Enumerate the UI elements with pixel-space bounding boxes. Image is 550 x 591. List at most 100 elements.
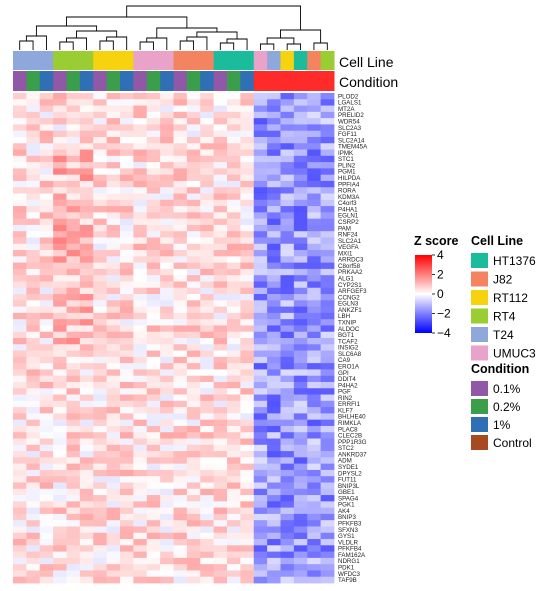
heatmap-cell	[200, 237, 215, 245]
heatmap-cell	[320, 551, 335, 559]
heatmap-cell	[200, 136, 215, 144]
heatmap-cell	[120, 199, 134, 207]
heatmap-cell	[200, 155, 215, 163]
heatmap-cell	[120, 143, 134, 150]
heatmap-cell	[79, 413, 94, 421]
heatmap-cell	[200, 218, 215, 226]
heatmap-cell	[120, 539, 134, 546]
heatmap-cell	[280, 432, 295, 439]
heatmap-cell	[253, 432, 268, 439]
heatmap-cell	[307, 325, 322, 333]
heatmap-cell	[307, 388, 322, 395]
heatmap-cell	[106, 294, 121, 301]
heatmap-cell	[93, 187, 108, 194]
heatmap-cell	[53, 381, 67, 389]
heatmap-cell	[200, 256, 215, 264]
heatmap-cell	[293, 451, 308, 458]
heatmap-cell	[79, 513, 94, 521]
heatmap-cell	[307, 306, 322, 314]
heatmap-cell	[307, 369, 322, 377]
heatmap-cell	[39, 463, 54, 471]
heatmap-cell	[13, 218, 27, 226]
heatmap-cell	[66, 118, 81, 125]
heatmap-cell	[26, 262, 41, 270]
heatmap-cell	[39, 344, 54, 351]
heatmap-cell	[79, 174, 94, 182]
heatmap-cell	[293, 168, 308, 176]
heatmap-cell	[93, 331, 108, 339]
heatmap-cell	[26, 419, 41, 427]
heatmap-cell	[173, 400, 188, 408]
heatmap-cell	[293, 350, 308, 358]
heatmap-cell	[106, 224, 121, 232]
heatmap-cell	[267, 513, 281, 521]
heatmap-cell	[280, 199, 295, 207]
heatmap-cell	[280, 363, 295, 370]
heatmap-cell	[173, 407, 188, 414]
heatmap-cell	[307, 168, 322, 176]
heatmap-cell	[227, 237, 241, 245]
heatmap-cell	[66, 306, 81, 314]
heatmap-cell	[120, 243, 134, 251]
heatmap-cell	[227, 300, 241, 307]
gene-label: PGM1	[338, 169, 356, 176]
heatmap-cell	[120, 407, 134, 414]
heatmap-cell	[213, 413, 228, 421]
heatmap-cell	[66, 99, 81, 106]
heatmap-cell	[26, 444, 41, 452]
heatmap-cell	[186, 419, 201, 427]
heatmap-cell	[146, 564, 161, 571]
heatmap-cell	[293, 212, 308, 220]
heatmap-cell	[160, 539, 174, 546]
heatmap-cell	[267, 350, 281, 358]
gene-label: PDK1	[338, 564, 355, 571]
heatmap-cell	[66, 199, 81, 207]
heatmap-cell	[39, 243, 54, 251]
heatmap-cell	[146, 557, 161, 565]
heatmap-cell	[240, 281, 255, 289]
heatmap-cell	[213, 520, 228, 527]
heatmap-cell	[320, 199, 335, 207]
heatmap-cell	[240, 451, 255, 458]
heatmap-cell	[213, 381, 228, 389]
gene-label: RIMKLA	[338, 420, 362, 427]
heatmap-cell	[146, 532, 161, 540]
heatmap-cell	[93, 281, 108, 289]
condition-track-cell	[253, 71, 268, 91]
heatmap-cell	[133, 250, 148, 257]
heatmap-cell	[280, 564, 295, 571]
heatmap-cell	[227, 294, 241, 301]
heatmap-cell	[120, 250, 134, 257]
heatmap-cell	[133, 306, 148, 314]
heatmap-cell	[26, 425, 41, 433]
heatmap-cell	[106, 564, 121, 571]
heatmap-cell	[39, 193, 54, 201]
heatmap-cell	[253, 438, 268, 446]
heatmap-cell	[39, 476, 54, 483]
heatmap-cell	[26, 495, 41, 502]
heatmap-cell	[307, 400, 322, 408]
heatmap-cell	[200, 231, 215, 238]
gene-label: CLEC2B	[338, 433, 362, 440]
heatmap-cell	[106, 344, 121, 351]
heatmap-cell	[133, 174, 148, 182]
heatmap-cell	[200, 162, 215, 169]
heatmap-cell	[53, 338, 67, 345]
heatmap-cell	[173, 168, 188, 176]
gene-label: CSRP2	[338, 219, 359, 226]
heatmap-cell	[320, 513, 335, 521]
heatmap-cell	[13, 281, 27, 289]
heatmap-cell	[227, 375, 241, 383]
heatmap-cell	[280, 105, 295, 113]
heatmap-cell	[93, 111, 108, 119]
heatmap-cell	[79, 319, 94, 326]
heatmap-cell	[39, 268, 54, 276]
heatmap-cell	[160, 93, 174, 100]
heatmap-cell	[186, 532, 201, 540]
heatmap-cell	[106, 162, 121, 169]
heatmap-cell	[66, 143, 81, 150]
heatmap-cell	[213, 118, 228, 125]
heatmap-cell	[39, 356, 54, 364]
heatmap-cell	[106, 375, 121, 383]
heatmap-cell	[93, 513, 108, 521]
